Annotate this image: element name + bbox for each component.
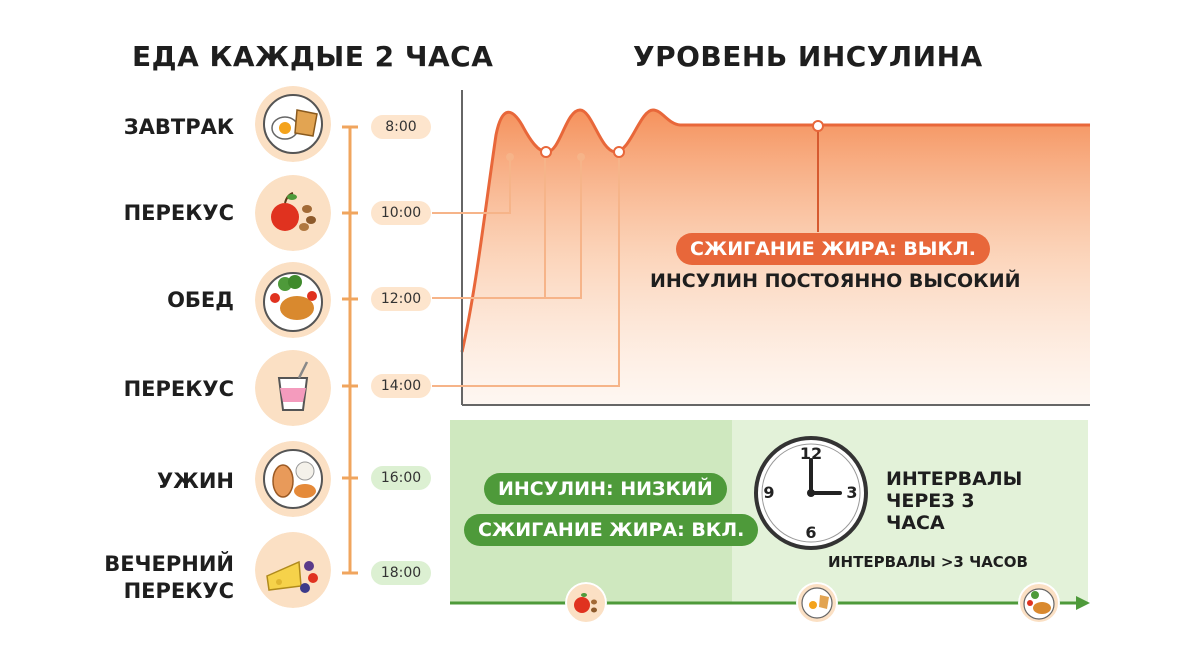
time-pill-1000: 10:00	[371, 201, 431, 225]
fat-burning-off-pill: СЖИГАНИЕ ЖИРА: ВЫКЛ.	[676, 233, 991, 265]
bottom-timeline-arrow	[450, 596, 1090, 610]
meal-label-evening-snack: ВЕЧЕРНИЙ ПЕРЕКУС	[104, 552, 234, 603]
time-pill-0800: 8:00	[371, 115, 431, 139]
clock-number-12: 12	[800, 444, 822, 463]
meal-label-breakfast: ЗАВТРАК	[123, 115, 234, 139]
insulin-chart	[432, 90, 1090, 406]
time-pill-1800: 18:00	[371, 561, 431, 585]
meal-label-lunch: ОБЕД	[167, 288, 234, 312]
clock-number-9: 9	[763, 483, 774, 502]
time-pill-1400: 14:00	[371, 374, 431, 398]
time-connectors	[432, 152, 620, 387]
left-title: ЕДА КАЖДЫЕ 2 ЧАСА	[132, 40, 494, 73]
right-title: УРОВЕНЬ ИНСУЛИНА	[633, 40, 983, 73]
timeline-chicken-vegetables-icon	[1018, 582, 1060, 624]
chicken-vegetables-icon	[255, 262, 331, 338]
insulin-constant-text: ИНСУЛИН ПОСТОЯННО ВЫСОКИЙ	[650, 270, 1021, 292]
time-pill-1600: 16:00	[371, 466, 431, 490]
intervals-3h-text: ИНТЕРВАЛЫ ЧЕРЕЗ 3 ЧАСА	[886, 468, 1023, 534]
time-pill-1200: 12:00	[371, 287, 431, 311]
bottom-panel-left	[450, 420, 732, 602]
meal-label-snack-2: ПЕРЕКУС	[123, 377, 234, 401]
cheese-berries-icon	[255, 532, 331, 608]
fat-burning-on-pill: СЖИГАНИЕ ЖИРА: ВКЛ.	[464, 514, 759, 546]
plateau-marker	[812, 120, 824, 132]
curve-markers	[506, 146, 625, 161]
apple-nuts-icon	[255, 175, 331, 251]
yogurt-cup-icon	[255, 350, 331, 426]
intervals-more-3h-text: ИНТЕРВАЛЫ >3 ЧАСОВ	[828, 553, 1028, 571]
clock-number-6: 6	[805, 523, 816, 542]
breakfast-plate-icon	[255, 86, 331, 162]
fish-rice-icon	[255, 441, 331, 517]
insulin-line	[460, 108, 1090, 353]
insulin-low-pill: ИНСУЛИН: НИЗКИЙ	[484, 473, 727, 505]
timeline-apple-nuts-icon	[565, 582, 607, 624]
meal-label-snack-1: ПЕРЕКУС	[123, 201, 234, 225]
meal-label-dinner: УЖИН	[156, 469, 234, 493]
meal-timeline	[342, 125, 358, 575]
clock-icon: 12 3 6 9	[754, 436, 868, 550]
timeline-breakfast-plate-icon	[796, 582, 838, 624]
clock-number-3: 3	[846, 483, 857, 502]
